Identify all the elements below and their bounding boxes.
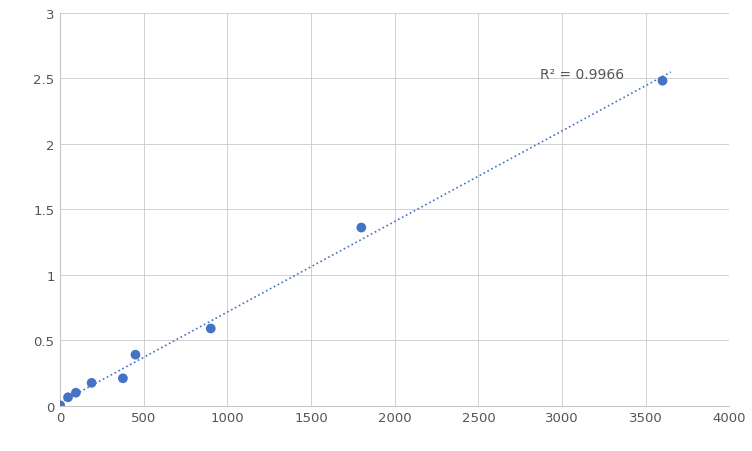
Point [355,225,367,232]
Point [656,78,669,85]
Point [86,379,98,387]
Point [54,402,66,409]
Text: R² = 0.9966: R² = 0.9966 [541,68,624,82]
Point [205,325,217,332]
Point [62,394,74,401]
Point [70,389,82,396]
Point [117,375,129,382]
Point [129,351,141,359]
